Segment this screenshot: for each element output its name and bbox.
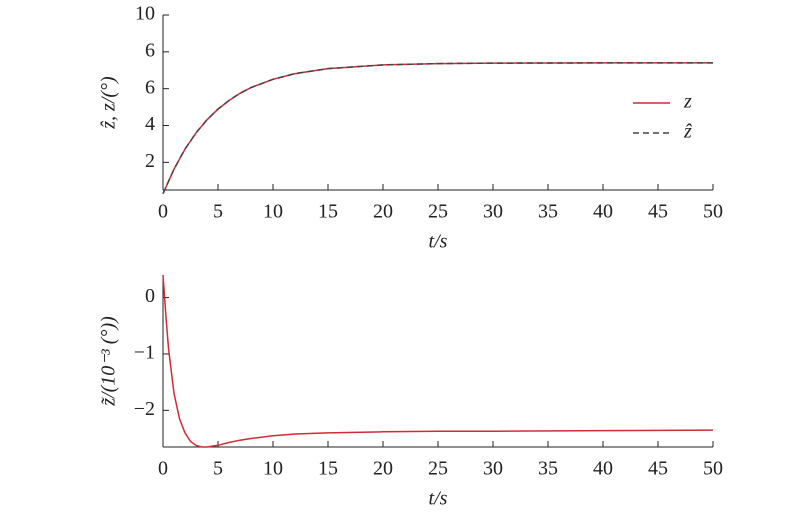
- line-series: [162, 62, 713, 195]
- y-tick-label: 6: [145, 39, 155, 61]
- y-tick-label: 10: [135, 3, 155, 25]
- y-tick-label: −2: [134, 398, 155, 420]
- line-series: [162, 62, 713, 195]
- x-tick-label: 40: [593, 201, 613, 223]
- y-tick-label: 4: [145, 113, 155, 135]
- x-tick-label: 5: [213, 201, 223, 223]
- y-tick-label: 0: [145, 285, 155, 307]
- y-tick-label: 6: [145, 76, 155, 98]
- y-axis-label: z̃/(10⁻³ (°)): [98, 316, 120, 407]
- x-tick-label: 45: [648, 201, 668, 223]
- legend-label: ẑ: [683, 121, 692, 143]
- x-tick-label: 50: [703, 458, 723, 480]
- x-tick-label: 0: [158, 458, 168, 480]
- legend-label: z: [683, 91, 692, 113]
- x-tick-label: 0: [158, 201, 168, 223]
- x-tick-label: 15: [318, 458, 338, 480]
- y-tick-label: 2: [145, 150, 155, 172]
- x-tick-label: 45: [648, 458, 668, 480]
- x-tick-label: 40: [593, 458, 613, 480]
- y-tick-label: −1: [134, 342, 155, 364]
- x-axis-label: t/s: [429, 488, 448, 510]
- x-tick-label: 35: [538, 458, 558, 480]
- y-axis-label: ẑ, z/(°): [98, 76, 120, 130]
- x-tick-label: 15: [318, 201, 338, 223]
- x-tick-label: 35: [538, 201, 558, 223]
- x-tick-label: 25: [428, 201, 448, 223]
- x-tick-label: 10: [263, 458, 283, 480]
- x-tick-label: 5: [213, 458, 223, 480]
- x-tick-label: 50: [703, 201, 723, 223]
- line-series: [162, 274, 714, 448]
- x-tick-label: 20: [373, 201, 393, 223]
- x-tick-label: 30: [483, 458, 503, 480]
- x-axis-label: t/s: [429, 231, 448, 253]
- x-tick-label: 25: [428, 458, 448, 480]
- x-tick-label: 10: [263, 201, 283, 223]
- x-tick-label: 20: [373, 458, 393, 480]
- x-tick-label: 30: [483, 201, 503, 223]
